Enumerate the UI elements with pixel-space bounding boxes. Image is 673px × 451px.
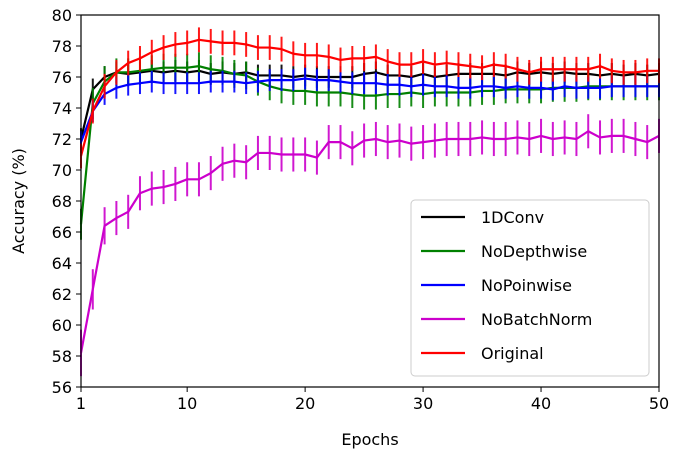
series-NoPoinwise — [79, 67, 660, 153]
series-layer — [79, 27, 660, 377]
legend-item: NoBatchNorm — [421, 310, 592, 329]
legend-item: 1DConv — [421, 208, 544, 227]
series-line — [79, 130, 660, 354]
y-tick-label: 78 — [52, 37, 72, 56]
y-tick-label: 68 — [52, 192, 72, 211]
legend-box — [410, 199, 650, 377]
legend-label: NoPoinwise — [481, 276, 572, 295]
x-tick-label: 40 — [531, 394, 551, 413]
y-tick-label: 76 — [52, 68, 72, 87]
series-line — [79, 38, 659, 157]
legend-item: Original — [421, 344, 544, 363]
y-tick-label: 62 — [52, 285, 72, 304]
x-axis-title: Epochs — [341, 430, 398, 449]
y-tick-label: 56 — [52, 378, 72, 397]
series-Original — [79, 27, 660, 169]
x-tick-label: 30 — [413, 394, 433, 413]
y-tick-label: 72 — [52, 130, 72, 149]
y-tick-label: 58 — [52, 347, 72, 366]
x-tick-label: 50 — [649, 394, 669, 413]
x-tick-label: 20 — [295, 394, 315, 413]
y-tick-label: 74 — [52, 99, 72, 118]
legend-label: 1DConv — [481, 208, 544, 227]
legend-label: Original — [481, 344, 544, 363]
series-line — [79, 77, 659, 143]
x-tick-label: 10 — [177, 394, 197, 413]
y-tick-label: 60 — [52, 316, 72, 335]
legend-item: NoDepthwise — [421, 242, 587, 261]
legend: 1DConv NoDepthwise NoPoinwise NoBatchNorm Or… — [410, 199, 650, 377]
ticks-layer: 1 10 20 30 40 50 56 58 60 62 64 66 68 70 72 74 76 78 80 — [52, 6, 670, 413]
y-tick-label: 64 — [52, 254, 72, 273]
legend-label: NoDepthwise — [481, 242, 587, 261]
series-NoBatchNorm — [79, 114, 660, 377]
legend-item: NoPoinwise — [421, 276, 572, 295]
y-axis-title: Accuracy (%) — [9, 148, 28, 254]
y-tick-label: 66 — [52, 223, 72, 242]
y-tick-label: 80 — [52, 6, 72, 25]
legend-label: NoBatchNorm — [481, 310, 592, 329]
series-line — [79, 69, 660, 140]
x-tick-label: 1 — [76, 394, 86, 413]
y-tick-label: 70 — [52, 161, 72, 180]
